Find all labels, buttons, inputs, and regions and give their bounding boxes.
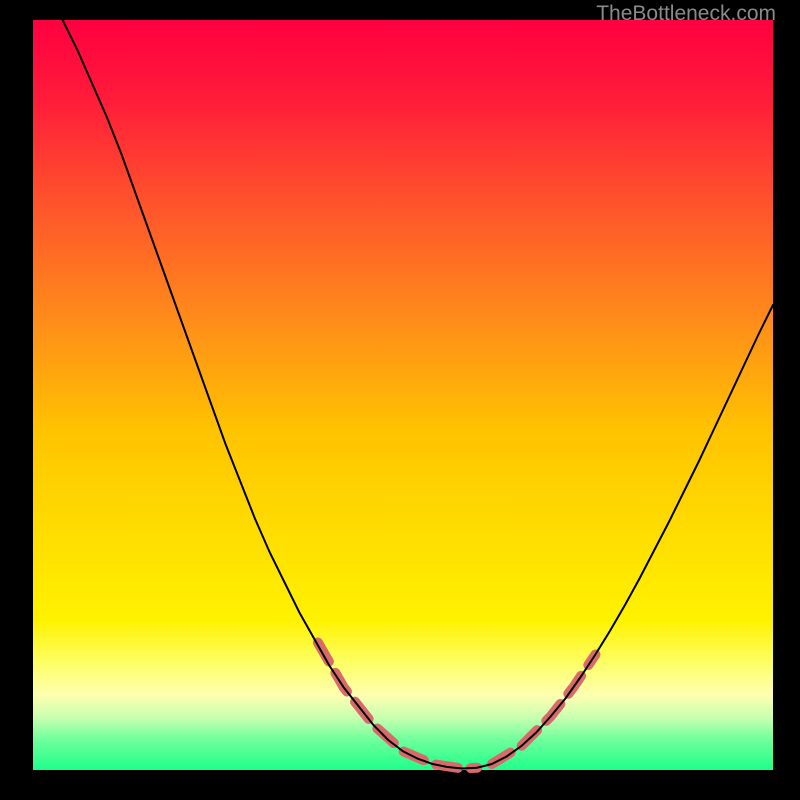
dashed-segment-right	[492, 655, 596, 765]
chart-curves	[33, 20, 773, 770]
dashed-segment-left	[318, 643, 477, 769]
bottleneck-curve	[63, 20, 773, 769]
bottleneck-chart	[33, 20, 773, 770]
